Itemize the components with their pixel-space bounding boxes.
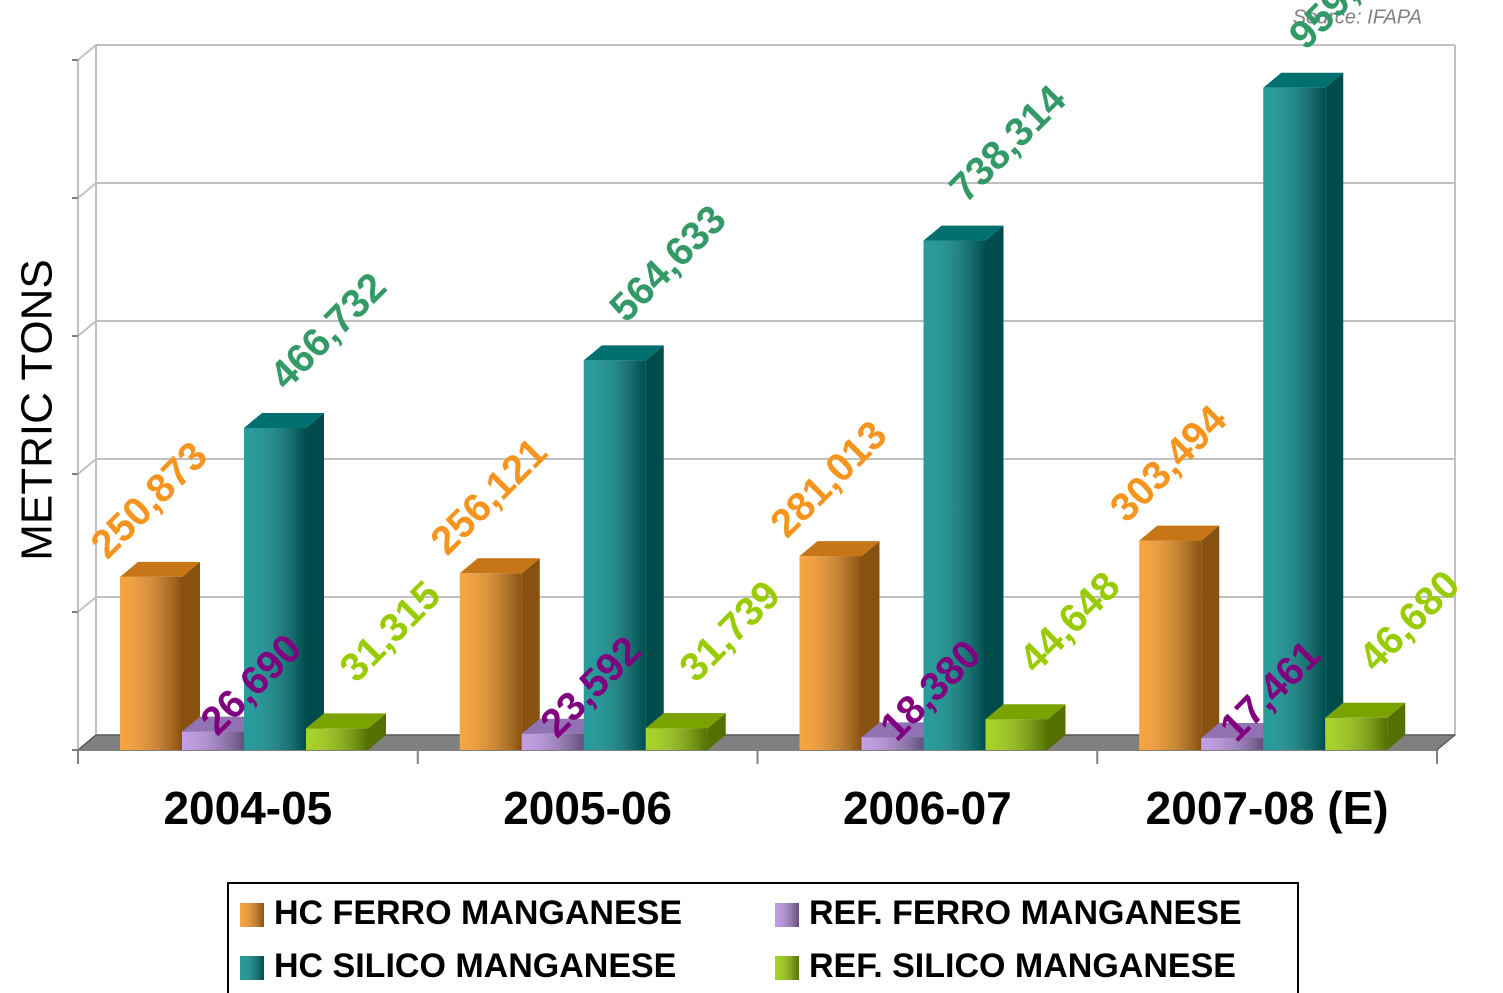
data-label: 281,013 xyxy=(762,413,895,546)
grid-line-side xyxy=(77,458,97,475)
bar-shade xyxy=(1325,717,1388,750)
bar-shade xyxy=(459,573,522,750)
bar-top xyxy=(459,558,540,574)
bar-shade xyxy=(985,719,1048,750)
bar-shade xyxy=(182,731,244,750)
bar-top xyxy=(1325,702,1406,718)
bar-side xyxy=(1047,704,1066,750)
bar-top xyxy=(1263,72,1344,88)
legend-box xyxy=(227,882,1299,993)
bar-top xyxy=(799,541,880,557)
bar-top xyxy=(521,718,602,734)
bar-side xyxy=(861,541,880,750)
bar-side xyxy=(521,558,540,750)
bar-top xyxy=(861,722,942,738)
bar-side xyxy=(707,713,726,750)
legend-swatch-shade xyxy=(775,903,799,927)
bar-top xyxy=(120,561,200,577)
bar-shade xyxy=(1139,540,1202,750)
bar-shade xyxy=(583,360,646,750)
bar-shade xyxy=(521,733,584,750)
data-label: 256,121 xyxy=(422,430,555,563)
grid-line-side xyxy=(77,596,97,613)
bar-shade xyxy=(244,427,306,750)
bar-side xyxy=(985,225,1004,750)
x-tick-label: 2005-06 xyxy=(503,782,672,834)
grid-line-side xyxy=(77,44,97,61)
y-axis-label: METRIC TONS xyxy=(13,259,62,561)
data-label: 250,873 xyxy=(83,433,216,566)
grid-line-side xyxy=(77,320,97,337)
data-label: 738,314 xyxy=(941,77,1075,211)
bar-top xyxy=(923,225,1004,241)
bar-side xyxy=(306,412,324,750)
bar-top xyxy=(182,716,262,732)
bar-top xyxy=(306,713,386,729)
legend-label: REF. FERRO MANGANESE xyxy=(809,894,1242,932)
source: Source: IFAPA xyxy=(1293,6,1422,28)
legend-swatch-shade xyxy=(240,956,264,980)
bar-shade xyxy=(120,576,182,750)
bar-top xyxy=(1139,525,1220,541)
bar-top xyxy=(645,713,726,729)
x-tick-label: 2006-07 xyxy=(843,782,1012,834)
bar-side xyxy=(645,345,664,750)
bar-shade xyxy=(1263,87,1326,750)
grid-line-side xyxy=(77,182,97,199)
data-label: 303,494 xyxy=(1102,397,1236,531)
data-label: 46,680 xyxy=(1351,562,1469,680)
bar-shade xyxy=(306,728,368,750)
x-tick-label: 2007-08 (E) xyxy=(1146,782,1389,834)
data-label: 31,739 xyxy=(671,573,789,691)
bar-shade xyxy=(799,556,862,750)
bar-side xyxy=(1325,72,1344,750)
legend-label: HC FERRO MANGANESE xyxy=(274,894,682,932)
x-tick-label: 2004-05 xyxy=(163,782,332,834)
bar-side xyxy=(1201,525,1220,750)
bar-side xyxy=(1387,702,1406,750)
data-label: 564,633 xyxy=(601,197,734,330)
legend-swatch-shade xyxy=(775,956,799,980)
bar-side xyxy=(182,561,200,750)
bar-side xyxy=(368,713,386,750)
bar-top xyxy=(244,412,324,428)
bar-top xyxy=(583,345,664,361)
bar-shade xyxy=(645,728,708,750)
bar-shade xyxy=(923,240,986,750)
data-label: 466,732 xyxy=(262,265,395,398)
bar-top xyxy=(1201,722,1282,738)
legend-label: REF. SILICO MANGANESE xyxy=(809,947,1236,985)
bar-top xyxy=(985,704,1066,720)
bar-shade xyxy=(861,737,924,750)
legend-label: HC SILICO MANGANESE xyxy=(274,947,676,985)
bar-shade xyxy=(1201,737,1264,750)
data-label: 31,315 xyxy=(331,573,449,691)
legend-swatch-shade xyxy=(240,903,264,927)
data-label: 44,648 xyxy=(1011,564,1129,682)
